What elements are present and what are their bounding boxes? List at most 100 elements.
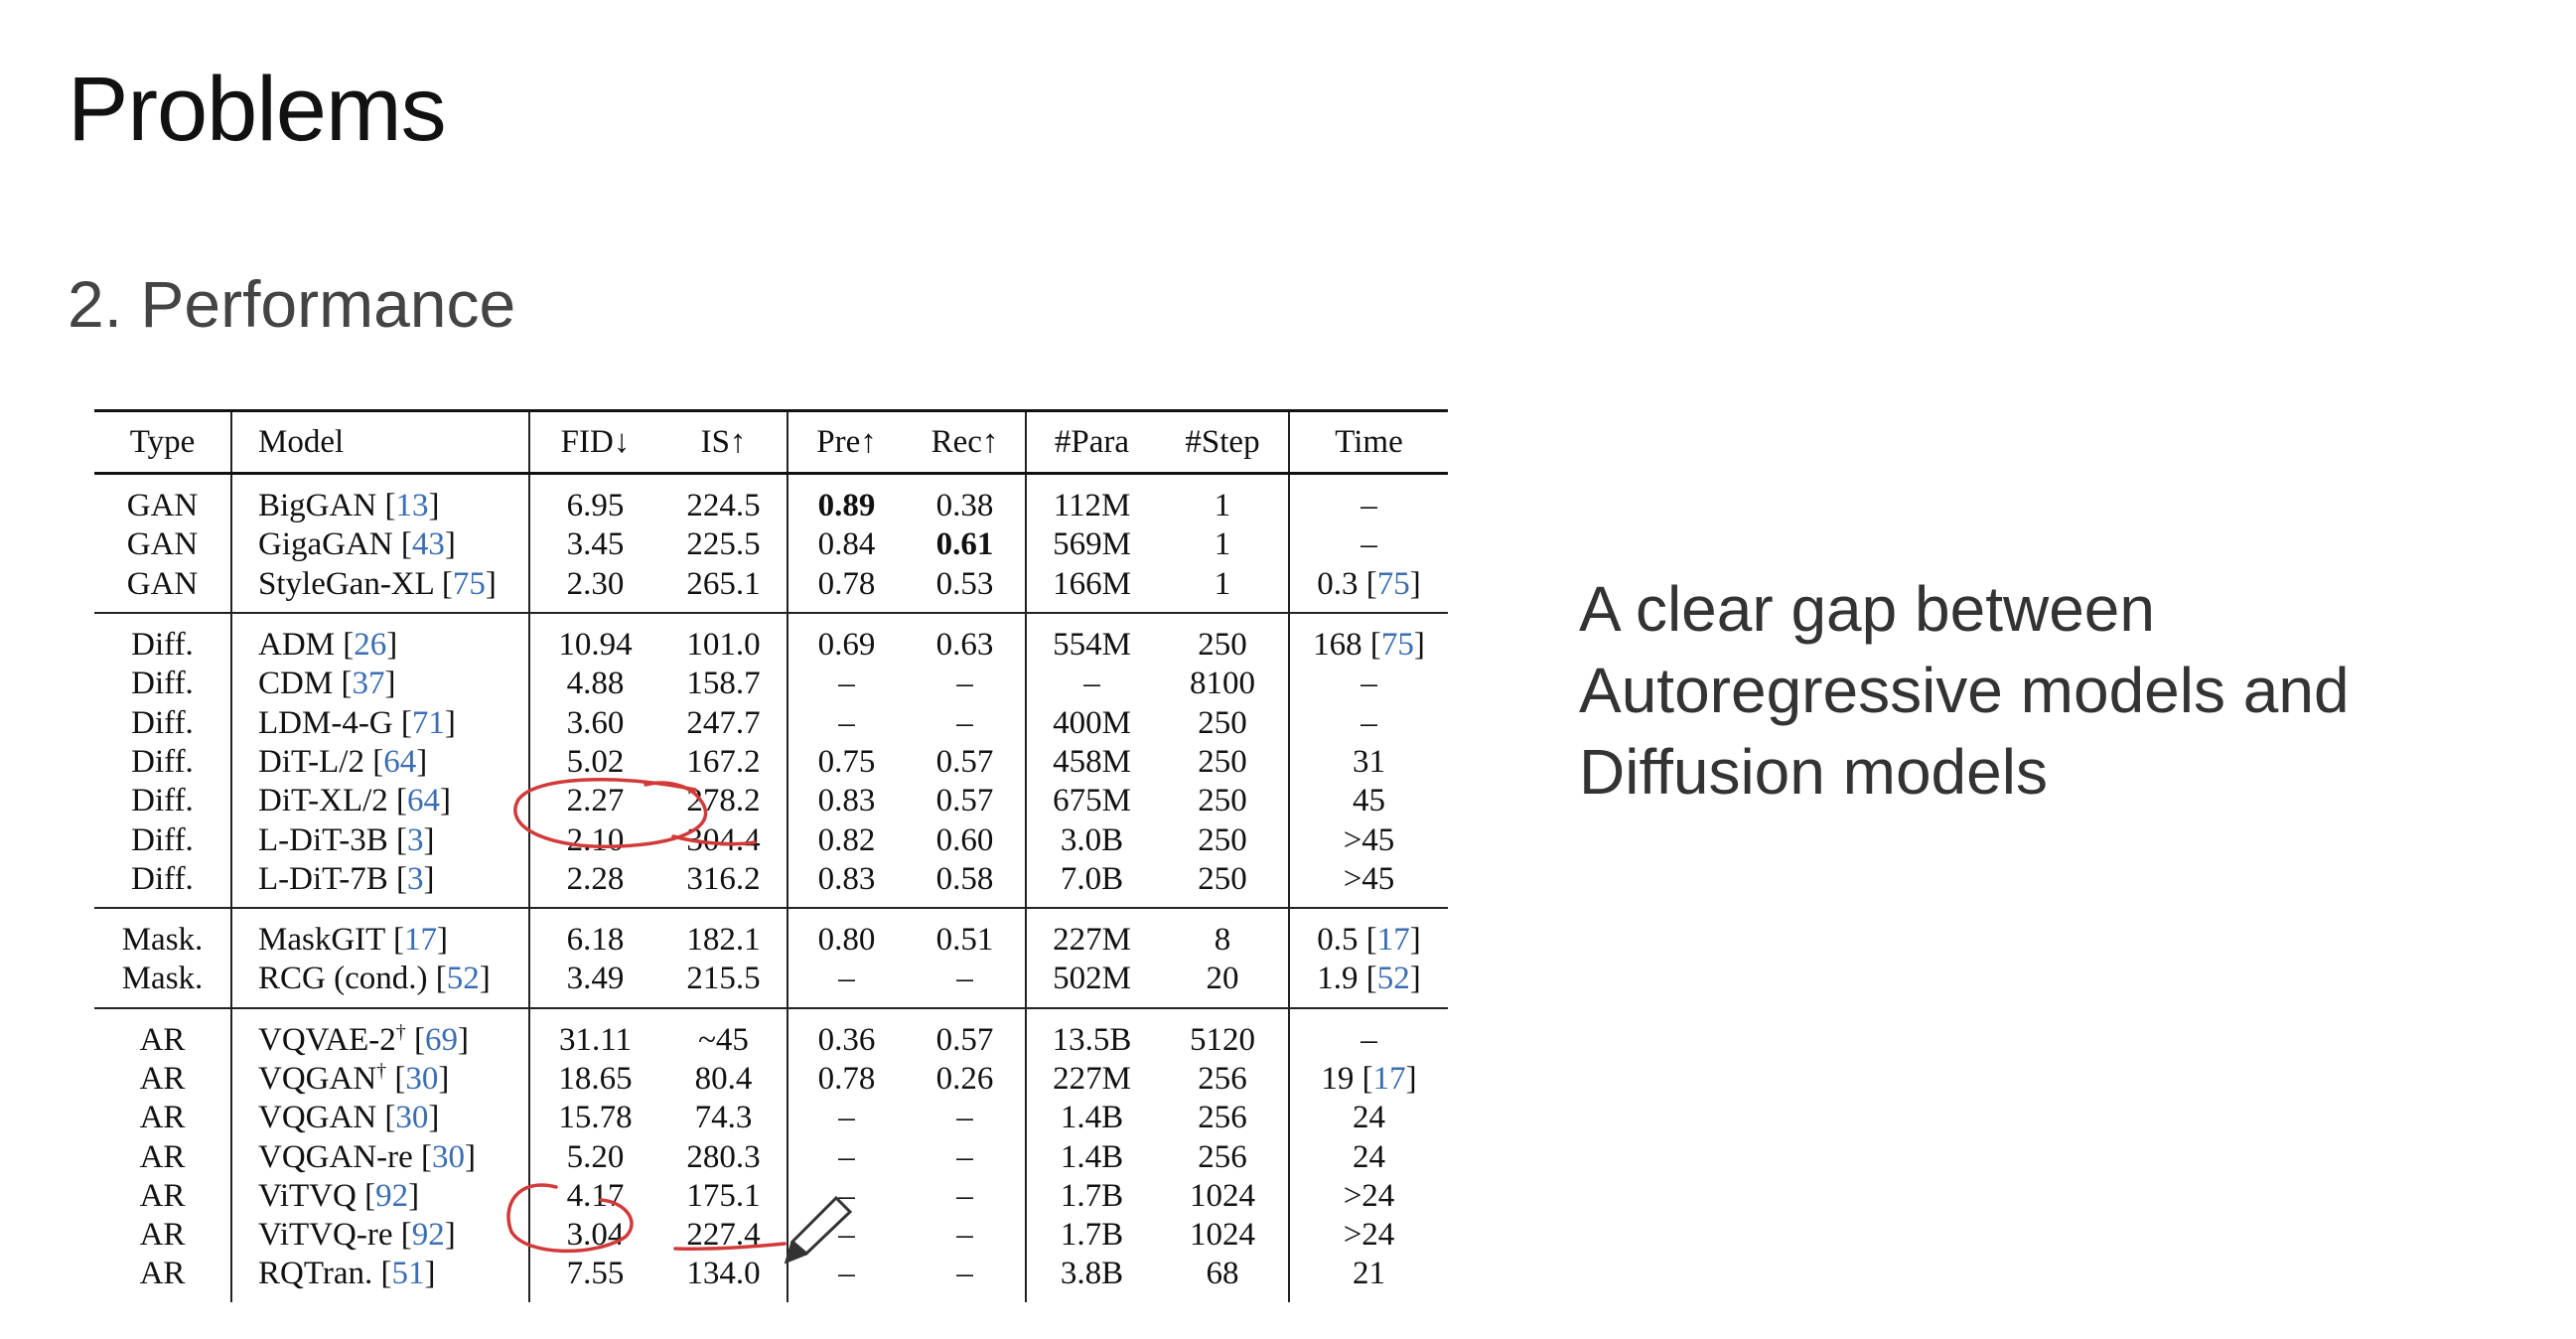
citation-link[interactable]: 92 — [411, 1217, 445, 1254]
table-row: AR VQVAE-2† [69] 31.11 ~45 0.36 0.57 13.5B 5120… — [94, 1007, 1448, 1060]
cell-time: 168 [75] — [1288, 612, 1448, 666]
value: 0.83 — [817, 860, 876, 897]
cell-para: 1.7B — [1025, 1216, 1157, 1256]
cell-time: 0.5 [17] — [1288, 907, 1448, 961]
value: Diff. — [131, 821, 194, 858]
cell-rec: – — [905, 1099, 1026, 1137]
value: 5.20 — [566, 1138, 625, 1175]
cell-step: 250 — [1157, 613, 1289, 665]
cell-model: L-DiT-3B [3] — [230, 820, 529, 860]
value: 2.30 — [566, 565, 625, 602]
cell-para: 675M — [1025, 782, 1157, 821]
cell-type: Diff. — [94, 703, 231, 742]
citation-link[interactable]: 75 — [452, 565, 486, 602]
cell-pre: 0.82 — [787, 820, 905, 860]
value: 0.51 — [935, 922, 994, 959]
citation-link[interactable]: 75 — [1376, 565, 1410, 602]
value: 20 — [1206, 961, 1239, 997]
citation-link[interactable]: 30 — [395, 1100, 429, 1136]
cell-pre: 0.83 — [787, 782, 905, 821]
cell-para: 1.4B — [1025, 1099, 1157, 1138]
cell-is: 80.4 — [660, 1060, 787, 1099]
table-row: Diff. DiT-L/2 [64] 5.02 167.2 0.75 0.57 458M 25… — [94, 742, 1448, 783]
citation-link[interactable]: 75 — [1380, 627, 1414, 664]
cell-step: 250 — [1157, 820, 1289, 859]
citation-link[interactable]: 69 — [424, 1021, 458, 1058]
value: >24 — [1343, 1217, 1395, 1254]
citation-link[interactable]: 51 — [391, 1256, 425, 1292]
citation-link[interactable]: 3 — [407, 860, 424, 897]
table-row: Diff. L-DiT-7B [3] 2.28 316.2 0.83 0.58 7.0B 25… — [94, 859, 1448, 909]
cell-type: GAN — [94, 564, 231, 614]
cell-fid: 2.27 — [528, 782, 660, 821]
cell-step: 1 — [1157, 564, 1289, 614]
citation-link[interactable]: 92 — [375, 1177, 409, 1214]
citation-link[interactable]: 52 — [1376, 961, 1410, 997]
cell-step: 256 — [1157, 1137, 1289, 1176]
citation-link[interactable]: 52 — [446, 961, 480, 997]
value: 227.4 — [686, 1217, 761, 1254]
value: – — [956, 1138, 973, 1175]
citation-link[interactable]: 43 — [411, 526, 445, 563]
value: 256 — [1198, 1061, 1247, 1097]
citation-link[interactable]: 71 — [411, 704, 445, 741]
value: – — [838, 704, 855, 741]
model-name: DiT-XL/2 — [258, 783, 388, 819]
citation-link[interactable]: 17 — [403, 922, 437, 959]
table-row: Diff. ADM [26] 10.94 101.0 0.69 0.63 554M 250 16… — [94, 612, 1448, 666]
value: 458M — [1053, 743, 1131, 780]
cell-para: 3.0B — [1025, 820, 1157, 860]
citation-link[interactable]: 64 — [383, 743, 417, 780]
cell-type: AR — [94, 1177, 231, 1216]
citation-link[interactable]: 64 — [407, 783, 441, 819]
citation-link[interactable]: 26 — [354, 627, 387, 664]
value: – — [1360, 704, 1377, 741]
value: 31 — [1353, 743, 1385, 780]
note-line: Diffusion models — [1579, 736, 2048, 808]
citation-link[interactable]: 17 — [1376, 922, 1410, 959]
value: AR — [139, 1256, 186, 1292]
cell-model: GigaGAN [43] — [230, 525, 529, 565]
cell-step: 1 — [1157, 525, 1289, 564]
value: 502M — [1053, 961, 1131, 997]
cell-is: 278.2 — [660, 782, 787, 820]
citation-link[interactable]: 3 — [407, 821, 424, 858]
value: 2.27 — [566, 783, 625, 819]
citation-link[interactable]: 13 — [395, 488, 429, 524]
value: – — [1360, 666, 1377, 702]
cell-rec: – — [905, 1177, 1026, 1216]
value: – — [956, 1100, 973, 1136]
cell-model: BigGAN [13] — [230, 473, 529, 526]
header-rec: Rec↑ — [905, 409, 1026, 475]
time-value: 1.9 — [1317, 961, 1359, 997]
citation-link[interactable]: 30 — [405, 1061, 439, 1097]
value: 4.17 — [566, 1177, 625, 1214]
citation-link[interactable]: 17 — [1372, 1061, 1406, 1097]
value: 21 — [1353, 1256, 1385, 1292]
cell-fid: 4.17 — [528, 1176, 660, 1217]
cell-model: DiT-L/2 [64] — [230, 742, 529, 783]
value: 8100 — [1190, 666, 1255, 702]
cell-pre: 0.78 — [787, 1059, 905, 1100]
citation-link[interactable]: 30 — [432, 1138, 466, 1175]
citation-link[interactable]: 37 — [352, 666, 385, 702]
table-row: AR VQGAN-re [30] 5.20 280.3 – – 1.4B 256 24 — [94, 1137, 1448, 1177]
value: – — [838, 1100, 855, 1136]
cell-pre: 0.36 — [787, 1007, 905, 1060]
value: – — [1083, 666, 1100, 702]
cell-time: 24 — [1288, 1099, 1448, 1138]
cell-para: 554M — [1025, 612, 1157, 666]
model-name: L-DiT-3B — [258, 821, 388, 858]
value: 0.89 — [817, 488, 876, 524]
value: 0.78 — [817, 1061, 876, 1097]
cell-rec: 0.61 — [905, 525, 1026, 564]
cell-is: 182.1 — [660, 908, 787, 960]
cell-pre: – — [787, 703, 905, 743]
value: GAN — [126, 526, 199, 563]
cell-time: 1.9 [52] — [1288, 960, 1448, 1009]
value: 68 — [1206, 1256, 1239, 1292]
cell-type: Diff. — [94, 613, 231, 665]
value: 2.10 — [566, 821, 625, 858]
model-name: VQGAN-re — [258, 1138, 413, 1175]
cell-fid: 5.20 — [528, 1137, 660, 1177]
